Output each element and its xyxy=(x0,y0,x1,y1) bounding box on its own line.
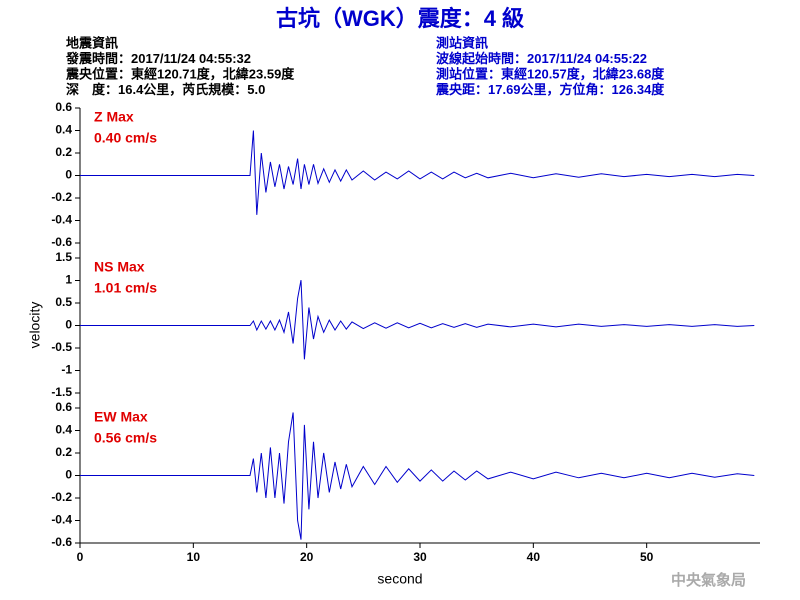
station-info: 測站位置：東經120.57度，北緯23.68度 xyxy=(436,66,665,81)
station-info: 波線起始時間：2017/11/24 04:55:22 xyxy=(436,51,647,66)
y-tick-label: -0.6 xyxy=(51,535,72,549)
y-tick-label: -0.5 xyxy=(51,340,72,354)
y-tick-label: 0.6 xyxy=(55,100,72,114)
event-info: 發震時間：2017/11/24 04:55:32 xyxy=(65,51,251,66)
y-axis-label: velocity xyxy=(27,302,43,349)
x-tick-label: 30 xyxy=(413,550,427,564)
max-label: 0.56 cm/s xyxy=(94,430,157,446)
trace xyxy=(80,280,755,360)
y-tick-label: -1.5 xyxy=(51,385,72,399)
event-info: 深 度：16.4公里，芮氏規模：5.0 xyxy=(66,82,265,97)
event-info: 震央位置：東經120.71度，北緯23.59度 xyxy=(65,66,295,81)
y-tick-label: 0 xyxy=(65,168,72,182)
y-tick-label: -0.4 xyxy=(51,513,72,527)
panel-label: Z Max xyxy=(94,109,134,125)
max-label: 1.01 cm/s xyxy=(94,280,157,296)
x-tick-label: 50 xyxy=(640,550,654,564)
x-tick-label: 20 xyxy=(300,550,314,564)
station-info: 測站資訊 xyxy=(436,35,488,50)
max-label: 0.40 cm/s xyxy=(94,130,157,146)
y-tick-label: -0.4 xyxy=(51,213,72,227)
x-tick-label: 0 xyxy=(77,550,84,564)
trace xyxy=(80,412,755,540)
event-info: 地震資訊 xyxy=(66,35,118,50)
x-tick-label: 10 xyxy=(187,550,201,564)
y-tick-label: 0.4 xyxy=(55,423,72,437)
y-tick-label: 0.4 xyxy=(55,123,72,137)
station-info: 震央距：17.69公里，方位角：126.34度 xyxy=(435,82,665,97)
y-tick-label: 1 xyxy=(65,273,72,287)
y-tick-label: 0.2 xyxy=(55,145,72,159)
y-tick-label: 0 xyxy=(65,318,72,332)
y-tick-label: -0.2 xyxy=(51,490,72,504)
y-tick-label: 0.5 xyxy=(55,295,72,309)
x-axis-label: second xyxy=(377,571,422,587)
footer: 中央氣象局 xyxy=(671,571,746,589)
panel-label: EW Max xyxy=(94,409,148,425)
trace xyxy=(80,130,755,215)
panel-label: NS Max xyxy=(94,259,145,275)
chart-title: 古坑（WGK）震度：4 級 xyxy=(276,6,524,31)
x-tick-label: 40 xyxy=(527,550,541,564)
y-tick-label: -1 xyxy=(61,363,72,377)
y-tick-label: 0 xyxy=(65,468,72,482)
y-tick-label: -0.2 xyxy=(51,190,72,204)
y-tick-label: 0.2 xyxy=(55,445,72,459)
y-tick-label: -0.6 xyxy=(51,235,72,249)
y-tick-label: 0.6 xyxy=(55,400,72,414)
y-tick-label: 1.5 xyxy=(55,250,72,264)
